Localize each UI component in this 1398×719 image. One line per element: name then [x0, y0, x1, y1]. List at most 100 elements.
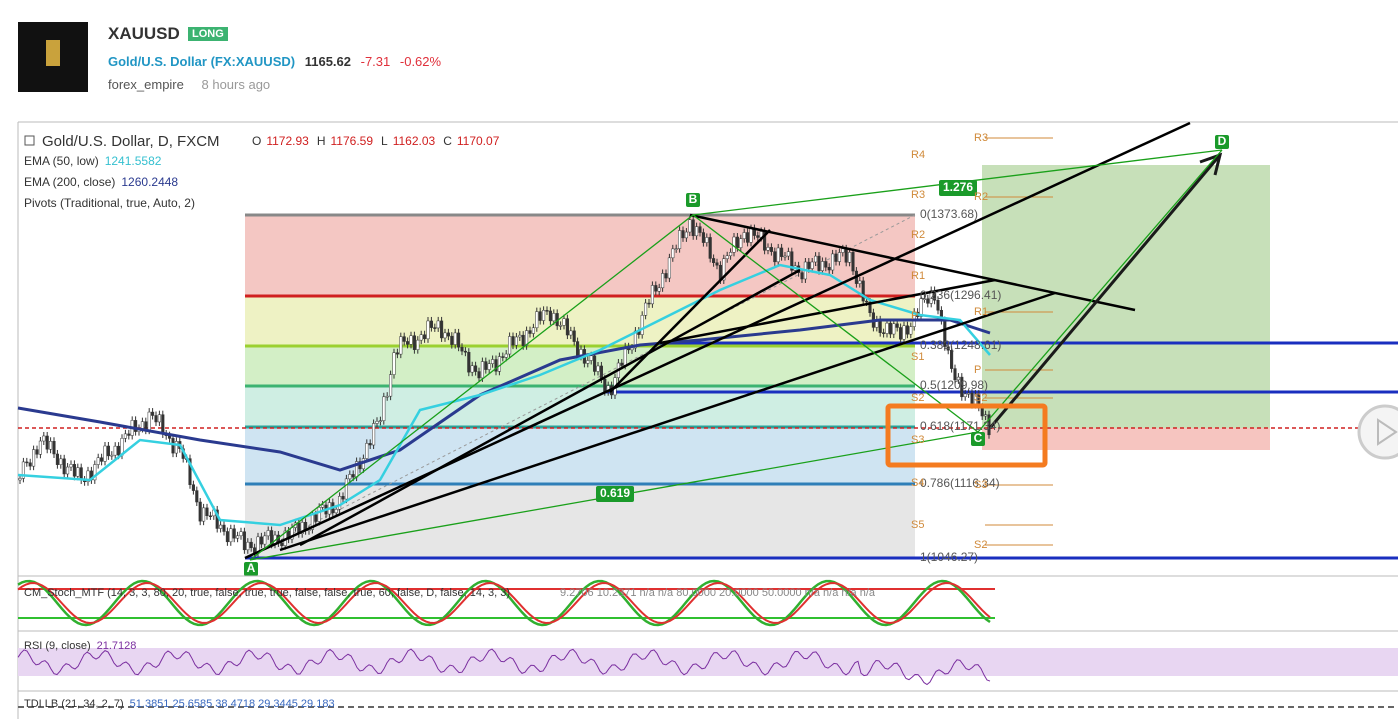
candle: [865, 300, 869, 303]
candle: [93, 464, 97, 481]
ratio-label: 1.276: [943, 180, 973, 194]
candle: [392, 352, 396, 375]
candle: [117, 445, 121, 456]
candle: [603, 378, 607, 392]
candle: [470, 365, 474, 373]
candle: [786, 251, 790, 257]
fib-label: 1(1046.27): [920, 550, 978, 564]
candle: [457, 332, 461, 348]
candle: [984, 414, 988, 417]
author[interactable]: forex_empire: [108, 77, 184, 92]
candle: [919, 298, 923, 317]
pivot-label: R1: [911, 270, 925, 282]
candle: [514, 336, 518, 346]
candle: [742, 232, 746, 239]
candle: [423, 334, 427, 340]
candle: [841, 248, 845, 253]
candle: [365, 443, 369, 459]
candle: [266, 530, 270, 537]
candle: [341, 496, 345, 500]
name[interactable]: Gold/U.S. Dollar: [108, 54, 207, 69]
candle: [32, 449, 36, 467]
candle: [66, 466, 70, 475]
candle: [647, 302, 651, 305]
fib-label: 0.382(1248.61): [920, 338, 1001, 352]
candle: [545, 310, 549, 312]
pattern: [249, 149, 1223, 561]
candle: [569, 330, 573, 336]
trendline: [299, 268, 801, 547]
candle: [280, 542, 284, 546]
candle: [766, 247, 770, 251]
ticker[interactable]: (FX:XAUUSD): [210, 54, 296, 69]
candle: [521, 334, 525, 347]
candle: [348, 474, 352, 480]
fib-label: 0.786(1116.34): [920, 476, 1000, 490]
candle: [888, 322, 892, 335]
candle: [899, 327, 903, 340]
indicator-name: Pivots (Traditional, true, Auto, 2): [24, 196, 195, 210]
candle: [208, 515, 212, 517]
candle: [552, 313, 556, 322]
candle: [412, 335, 416, 350]
candle: [123, 433, 127, 439]
pivot-label: R2: [974, 191, 988, 203]
candle: [576, 341, 580, 357]
candle: [929, 290, 933, 304]
candle: [963, 393, 967, 398]
highlight: [885, 403, 1048, 468]
trendline: [244, 121, 1191, 560]
candle: [508, 336, 512, 355]
fib-label: 0.236(1296.41): [920, 288, 1001, 302]
candle: [416, 339, 420, 350]
candle: [970, 392, 974, 405]
candle: [103, 445, 107, 462]
candle: [484, 361, 488, 370]
candle: [113, 445, 117, 456]
avatar[interactable]: [18, 22, 88, 92]
rsi-label: RSI (9, close): [24, 640, 91, 652]
ema-200: [17, 318, 991, 472]
candle: [844, 248, 848, 263]
arrow: [988, 154, 1222, 429]
candle: [882, 332, 886, 334]
candle: [565, 318, 569, 336]
pivot-label: S2: [974, 392, 987, 404]
fib-label: 0.5(1209.98): [920, 378, 988, 392]
candle: [440, 320, 444, 339]
candle: [69, 464, 73, 468]
candle: [161, 414, 165, 435]
candle: [953, 368, 957, 381]
candle: [657, 287, 661, 292]
candle: [831, 253, 835, 271]
candle: [106, 445, 110, 457]
candle: [756, 235, 760, 238]
candle: [225, 531, 229, 543]
candle: [147, 411, 151, 431]
logo: [46, 40, 60, 66]
candle: [769, 247, 773, 252]
change-pct: -0.62%: [399, 54, 442, 69]
candle: [188, 458, 192, 485]
candle: [409, 335, 413, 345]
candle: [858, 280, 862, 284]
tdi-values: 51.3851 25.6585 38.4718 29.3445 29.183: [130, 698, 335, 710]
candle: [491, 359, 495, 364]
candle: [300, 522, 304, 534]
fib-zone: [245, 484, 915, 558]
stoch-d: [17, 581, 991, 625]
pivot-label: R2: [911, 229, 925, 241]
candle: [722, 258, 726, 281]
trendline: [659, 278, 996, 345]
candle: [909, 326, 913, 335]
candle: [790, 251, 794, 271]
candle: [735, 236, 739, 248]
candle: [494, 359, 498, 372]
candle: [905, 325, 909, 335]
candle: [749, 228, 753, 243]
candle: [446, 332, 450, 337]
candle: [467, 351, 471, 373]
candle: [317, 507, 321, 522]
point-badge: [971, 432, 985, 446]
arrow-head: [1199, 152, 1223, 176]
